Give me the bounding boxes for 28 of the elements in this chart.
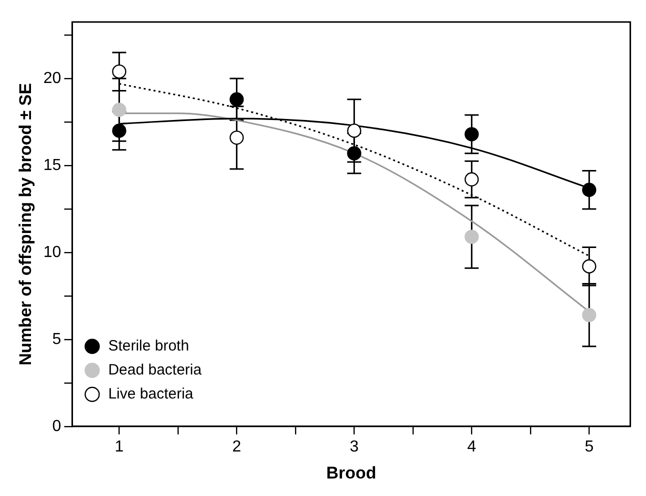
legend-label: Dead bacteria [108,362,202,379]
point [464,172,479,187]
legend-label: Sterile broth [108,338,190,355]
point [230,130,244,145]
y-tick-label: 0 [52,418,62,435]
x-tick-label: 3 [350,438,359,456]
x-tick-label: 5 [584,438,594,456]
x-tick-label: 2 [232,438,242,456]
point [230,92,244,106]
y-tick-label: 15 [43,156,62,174]
point [112,124,126,138]
legend-label: Live bacteria [108,386,194,403]
point [347,124,362,138]
x-tick-label: 1 [114,438,124,456]
point [582,259,596,274]
y-tick-label: 10 [43,244,62,261]
y-tick-label: 20 [43,70,62,87]
x-tick-label: 4 [467,438,476,456]
point [464,127,479,142]
point [112,102,126,117]
point [464,230,479,244]
y-axis-title: Number of offspring by brood ± SE [16,83,35,366]
point [112,64,126,79]
x-axis-title: Brood [326,463,376,482]
point [347,146,362,160]
y-tick-label: 5 [52,330,62,348]
point [582,182,596,197]
point [582,308,596,322]
